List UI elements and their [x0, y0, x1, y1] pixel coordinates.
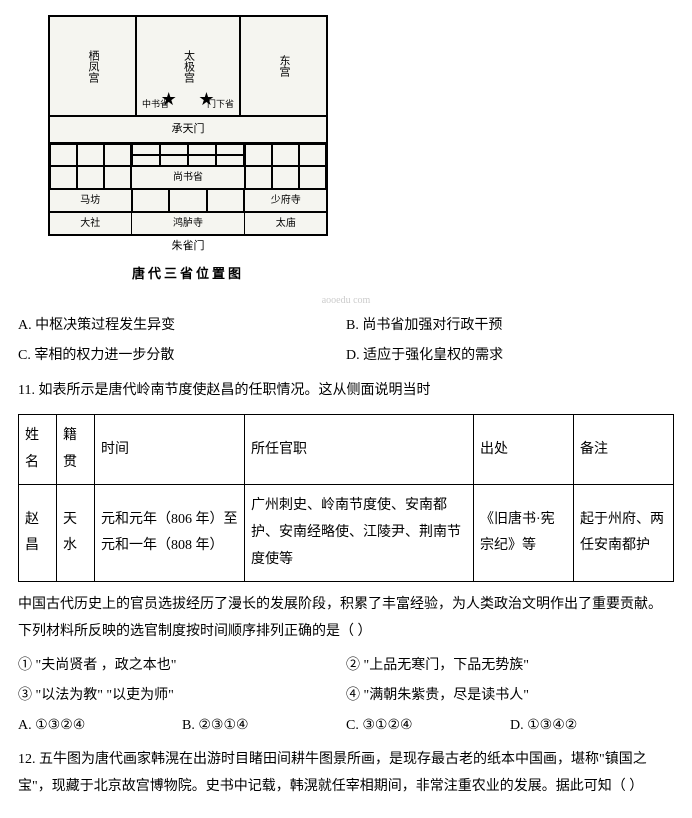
q11-continuation: 中国古代历史上的官员选拔经历了漫长的发展阶段，积累了丰富经验，为人类政治文明作出…: [18, 592, 674, 645]
q11-items-row2: ③ "以法为教" "以吏为师" ④ "满朝朱紫贵，尽是读书人": [18, 683, 674, 710]
q12-text: 12. 五牛图为唐代画家韩滉在出游时目睹田间耕牛图景所画，是现存最古老的纸本中国…: [18, 747, 674, 800]
option-c: C. ③①②④: [346, 713, 510, 740]
td-source: 《旧唐书·宪宗纪》等: [474, 485, 574, 582]
td-time: 元和元年（806 年）至元和一年（808 年）: [95, 485, 245, 582]
th-source: 出处: [474, 415, 574, 485]
gate-1: 承天门: [50, 117, 326, 144]
gate-2: 朱雀门: [48, 236, 328, 257]
th-time: 时间: [95, 415, 245, 485]
grid-cells: [50, 144, 131, 189]
item-2: ② "上品无寒门，下品无势族": [346, 653, 674, 680]
region-label: 鸿胪寺: [132, 212, 245, 234]
option-a: A. 中枢决策过程发生异变: [18, 313, 346, 340]
diagram-container: 栖凤宫 太极宫 中书省 ★ 门下省 ★ 东宫 承天门 马坊 大社 尚书省: [48, 15, 674, 286]
q11-stem: 11. 如表所示是唐代岭南节度使赵昌的任职情况。这从侧面说明当时: [18, 378, 674, 405]
grid-cells: [132, 189, 245, 212]
region-label: 马坊: [50, 189, 131, 212]
td-post: 广州刺史、岭南节度使、安南都护、安南经略使、江陵尹、荆南节度使等: [245, 485, 474, 582]
th-post: 所任官职: [245, 415, 474, 485]
th-note: 备注: [574, 415, 674, 485]
star-icon: ★: [152, 89, 186, 110]
region-label: 大社: [50, 212, 131, 234]
palace-box-2: 太极宫 中书省 ★ 门下省 ★: [137, 17, 241, 115]
palace-label-2: 太极宫: [178, 50, 199, 83]
palace-box-3: 东宫: [241, 17, 326, 115]
bottom-col-right: 少府寺 太庙: [245, 144, 326, 234]
option-d: D. ①③④②: [510, 713, 674, 740]
region-label: 少府寺: [245, 189, 326, 212]
item-4: ④ "满朝朱紫贵，尽是读书人": [346, 683, 674, 710]
th-origin: 籍贯: [57, 415, 95, 485]
grid-cells: [132, 144, 245, 167]
diagram-top-row: 栖凤宫 太极宫 中书省 ★ 门下省 ★ 东宫: [50, 17, 326, 117]
th-name: 姓名: [19, 415, 57, 485]
table-header-row: 姓名 籍贯 时间 所任官职 出处 备注: [19, 415, 674, 485]
palace-box-1: 栖凤宫: [50, 17, 137, 115]
region-label: 尚书省: [132, 166, 245, 189]
region-label: 太庙: [245, 212, 326, 234]
q10-options-row2: C. 宰相的权力进一步分散 D. 适应于强化皇权的需求: [18, 343, 674, 370]
grid-cells: [245, 144, 326, 189]
q11-items-row1: ① "夫尚贤者 ，政之本也" ② "上品无寒门，下品无势族": [18, 653, 674, 680]
star-icon: ★: [190, 89, 224, 110]
bottom-col-center: 尚书省 鸿胪寺: [132, 144, 246, 234]
option-c: C. 宰相的权力进一步分散: [18, 343, 346, 370]
td-origin: 天水: [57, 485, 95, 582]
palace-label-1: 栖凤宫: [82, 50, 103, 83]
palace-label-3: 东宫: [273, 55, 294, 77]
option-d: D. 适应于强化皇权的需求: [346, 343, 674, 370]
q11-answer-options: A. ①③②④ B. ②③①④ C. ③①②④ D. ①③④②: [18, 713, 674, 740]
td-note: 起于州府、两任安南都护: [574, 485, 674, 582]
td-name: 赵昌: [19, 485, 57, 582]
item-1: ① "夫尚贤者 ，政之本也": [18, 653, 346, 680]
table-row: 赵昌 天水 元和元年（806 年）至元和一年（808 年） 广州刺史、岭南节度使…: [19, 485, 674, 582]
q10-options-row1: A. 中枢决策过程发生异变 B. 尚书省加强对行政干预: [18, 313, 674, 340]
option-b: B. ②③①④: [182, 713, 346, 740]
option-b: B. 尚书省加强对行政干预: [346, 313, 674, 340]
watermark: aooedu com: [18, 291, 674, 310]
item-3: ③ "以法为教" "以吏为师": [18, 683, 346, 710]
option-a: A. ①③②④: [18, 713, 182, 740]
diagram-caption: 唐代三省位置图: [48, 262, 328, 287]
diagram-bottom-row: 马坊 大社 尚书省 鸿胪寺 少府寺 太庙: [50, 144, 326, 234]
tang-palace-diagram: 栖凤宫 太极宫 中书省 ★ 门下省 ★ 东宫 承天门 马坊 大社 尚书省: [48, 15, 328, 236]
bottom-col-left: 马坊 大社: [50, 144, 132, 234]
appointment-table: 姓名 籍贯 时间 所任官职 出处 备注 赵昌 天水 元和元年（806 年）至元和…: [18, 414, 674, 582]
